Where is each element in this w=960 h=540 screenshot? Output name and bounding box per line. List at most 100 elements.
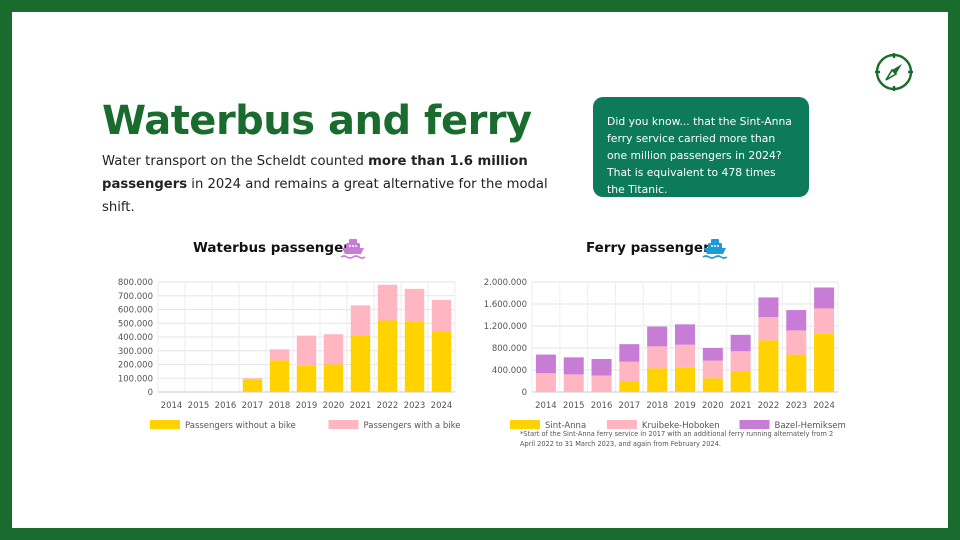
- waterbus-y-tick-label: 100.000: [118, 374, 153, 384]
- waterbus-x-tick-label: 2022: [377, 401, 399, 411]
- ferry-bar: [647, 346, 668, 369]
- ferry-x-tick-label: 2017: [619, 401, 641, 411]
- ferry-x-tick-label: 2023: [785, 401, 807, 411]
- waterbus-y-tick-label: 800.000: [118, 278, 153, 288]
- ferry-bar: [563, 374, 584, 392]
- ferry-bar: [814, 308, 835, 334]
- ferry-bar: [674, 324, 696, 345]
- ferry-bar: [786, 310, 807, 331]
- ferry-x-tick-label: 2016: [591, 401, 613, 411]
- ferry-x-tick-label: 2024: [813, 401, 835, 411]
- ferry-x-tick-label: 2019: [674, 401, 696, 411]
- waterbus-legend-label: Passengers with a bike: [364, 421, 461, 431]
- intro-text-end: in 2024 and remains a great alternative …: [102, 177, 548, 215]
- ferry-legend-label: Kruibeke-Hoboken: [642, 421, 720, 431]
- waterbus-bar: [242, 379, 263, 392]
- ferry-bar: [647, 368, 668, 392]
- waterbus-bar: [323, 334, 344, 365]
- waterbus-y-tick-label: 200.000: [118, 361, 153, 371]
- waterbus-x-tick-label: 2019: [296, 401, 318, 411]
- waterbus-chart: 0 100.000 200.000 300.000 400.000 500.000 600.…: [118, 278, 461, 431]
- intro-text-start: Water transport on the Scheldt counted: [102, 154, 369, 169]
- ferry-legend-swatch: [739, 420, 770, 429]
- waterbus-bar: [350, 335, 371, 392]
- waterbus-bar: [431, 299, 452, 332]
- waterbus-bar: [242, 378, 263, 380]
- ferry-bar: [758, 317, 779, 341]
- waterbus-x-tick-label: 2020: [323, 401, 345, 411]
- waterbus-y-tick-label: 300.000: [118, 347, 153, 357]
- waterbus-x-tick-label: 2014: [161, 401, 183, 411]
- compass-icon: [875, 53, 913, 91]
- waterbus-chart-title: Waterbus passengers: [193, 240, 358, 256]
- ferry-y-tick-label: 400.000: [492, 366, 527, 376]
- ferry-x-tick-label: 2021: [730, 401, 752, 411]
- ferry-bar: [619, 344, 640, 362]
- ferry-bar: [730, 334, 751, 352]
- ferry-bar: [786, 330, 807, 355]
- ferry-bar: [702, 348, 723, 361]
- waterbus-x-tick-label: 2015: [188, 401, 210, 411]
- waterbus-bar: [404, 321, 425, 392]
- waterbus-y-tick-label: 0: [148, 388, 153, 398]
- ferry-bar: [814, 287, 835, 309]
- ship-icon: [702, 239, 728, 259]
- ferry-bar: [563, 357, 584, 375]
- ferry-bar: [535, 354, 556, 374]
- ferry-bar: [702, 360, 723, 379]
- ferry-bar: [674, 367, 696, 392]
- waterbus-y-tick-label: 400.000: [118, 333, 153, 343]
- ferry-bar: [619, 381, 640, 392]
- waterbus-y-tick-label: 600.000: [118, 306, 153, 316]
- ferry-bar: [702, 378, 723, 392]
- waterbus-bar: [269, 360, 290, 392]
- ferry-bar: [591, 375, 612, 392]
- ferry-x-tick-label: 2020: [702, 401, 724, 411]
- waterbus-bar: [296, 365, 317, 392]
- ferry-bar: [730, 371, 751, 392]
- waterbus-bar: [431, 331, 452, 392]
- ferry-chart-title: Ferry passengers: [586, 240, 718, 256]
- ferry-bar: [730, 351, 751, 372]
- waterbus-bar: [377, 284, 398, 321]
- waterbus-x-tick-label: 2017: [242, 401, 264, 411]
- waterbus-y-tick-label: 500.000: [118, 319, 153, 329]
- waterbus-x-tick-label: 2023: [404, 401, 426, 411]
- ferry-bar: [758, 340, 779, 392]
- waterbus-x-tick-label: 2016: [215, 401, 237, 411]
- ferry-chart: 0 400.000 800.000 1.200.000 1.600.000 2.000.0…: [484, 278, 846, 431]
- ferry-bar: [619, 361, 640, 381]
- ferry-y-tick-label: 2.000.000: [484, 278, 527, 288]
- ferry-y-tick-label: 0: [522, 388, 527, 398]
- waterbus-bar: [323, 364, 344, 392]
- ferry-x-tick-label: 2015: [563, 401, 585, 411]
- waterbus-legend-swatch: [150, 420, 180, 429]
- ferry-legend-label: Bazel-Hemiksem: [775, 421, 846, 431]
- waterbus-bar: [296, 335, 317, 366]
- did-you-know-callout: Did you know... that the Sint-Anna ferry…: [593, 97, 809, 197]
- ferry-legend-label: Sint-Anna: [545, 421, 586, 431]
- ferry-bar: [758, 297, 779, 318]
- intro-text: Water transport on the Scheldt counted m…: [102, 150, 582, 219]
- ferry-bar: [814, 333, 835, 392]
- ferry-bar: [674, 344, 696, 368]
- ferry-bar: [786, 354, 807, 392]
- ferry-y-tick-label: 800.000: [492, 344, 527, 354]
- waterbus-y-tick-label: 700.000: [118, 292, 153, 302]
- ferry-bar: [535, 373, 556, 392]
- waterbus-bar: [404, 288, 425, 322]
- ship-icon: [340, 239, 366, 259]
- footnote: *Start of the Sint-Anna ferry service in…: [520, 430, 834, 448]
- waterbus-x-tick-label: 2021: [350, 401, 372, 411]
- waterbus-bar: [350, 305, 371, 336]
- waterbus-x-tick-label: 2024: [431, 401, 453, 411]
- ferry-bar: [591, 359, 612, 376]
- waterbus-bar: [269, 349, 290, 361]
- ferry-x-tick-label: 2014: [535, 401, 557, 411]
- ferry-legend-swatch: [510, 420, 540, 429]
- ferry-legend-swatch: [606, 420, 637, 429]
- waterbus-x-tick-label: 2018: [269, 401, 291, 411]
- ferry-x-tick-label: 2022: [758, 401, 780, 411]
- waterbus-legend-swatch: [328, 420, 359, 429]
- intro-text-highlight: more than 1.6 million passengers: [102, 154, 528, 192]
